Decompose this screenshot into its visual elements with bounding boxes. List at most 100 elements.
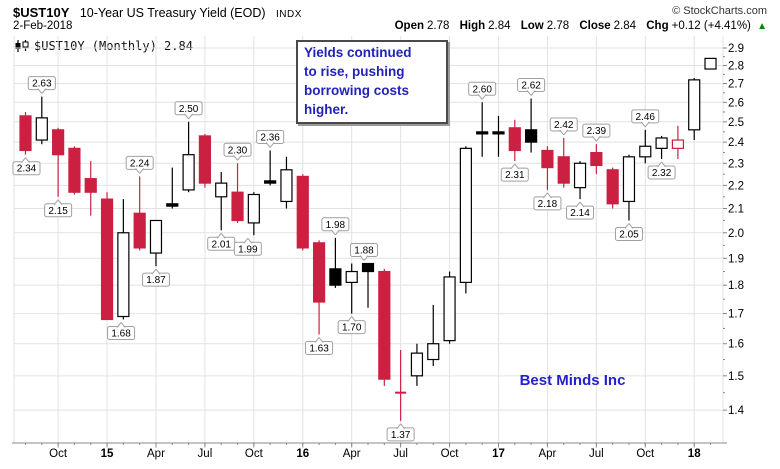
- price-label-pointer-edge: [243, 237, 249, 244]
- price-label-pointer-edge: [481, 93, 487, 100]
- price-label-pointer-edge: [644, 121, 650, 128]
- price-label-pointer: [347, 316, 356, 322]
- chg-value: +0.12 (+4.41%): [671, 20, 751, 32]
- price-label-pointer: [510, 164, 519, 170]
- x-axis-label: 15: [101, 448, 114, 460]
- price-label-pointer-edge: [575, 201, 581, 208]
- y-axis-label: 1.9: [728, 253, 744, 265]
- price-label-text: 1.37: [391, 430, 411, 441]
- price-label-text: 2.60: [472, 84, 492, 95]
- candle-body: [247, 193, 260, 224]
- price-label-pointer-edge: [657, 161, 662, 168]
- watermark: Best Minds Inc: [519, 372, 626, 389]
- candle-body: [557, 156, 570, 184]
- price-label-pointer-edge: [359, 255, 365, 261]
- candle-body: [427, 343, 440, 361]
- price-label-text: 2.39: [587, 126, 607, 137]
- price-label-text: 2.24: [130, 158, 150, 169]
- price-label-pointer-edge: [591, 135, 597, 142]
- annotation-line: to rise, pushing: [304, 64, 405, 79]
- x-axis-label: Jul: [589, 448, 604, 460]
- price-label-pointer-edge: [595, 135, 601, 142]
- price-label-pointer-edge: [351, 316, 357, 322]
- candle-body: [704, 57, 717, 70]
- price-label-pointer-edge: [543, 192, 548, 199]
- price-label-pointer: [135, 168, 144, 174]
- price-label-pointer-edge: [661, 161, 666, 168]
- price-label-text: 2.32: [652, 168, 672, 179]
- symbol: $UST10Y: [13, 5, 70, 20]
- price-label-pointer-edge: [220, 232, 226, 239]
- x-axis-label: 18: [688, 448, 701, 460]
- candle-body: [688, 79, 701, 131]
- price-label-pointer: [360, 255, 369, 261]
- candle-body: [378, 270, 391, 380]
- x-axis-label: Apr: [343, 448, 361, 460]
- copyright: © StockCharts.com: [672, 5, 767, 17]
- close-value: 2.84: [613, 20, 637, 32]
- price-label-text: 2.05: [619, 229, 639, 240]
- candle-body: [329, 268, 342, 286]
- candle-body: [443, 276, 456, 342]
- price-label-text: 2.36: [260, 132, 280, 143]
- price-label-text: 2.62: [521, 80, 541, 91]
- candle-body: [19, 115, 32, 152]
- x-axis-label: Oct: [441, 448, 460, 460]
- price-label-pointer-edge: [559, 129, 565, 136]
- price-label-pointer: [117, 322, 126, 328]
- high-label: High: [459, 20, 486, 32]
- candle-body: [671, 139, 685, 149]
- price-label-pointer-edge: [334, 229, 340, 236]
- candle-body: [133, 212, 146, 249]
- candle-body: [166, 203, 179, 207]
- price-label-pointer-edge: [314, 337, 320, 343]
- price-label-pointer-edge: [41, 88, 47, 94]
- price-label-text: 2.01: [211, 239, 231, 250]
- price-label-pointer: [641, 121, 650, 127]
- price-label-pointer: [592, 136, 601, 142]
- price-label-pointer-edge: [247, 237, 253, 244]
- price-label-pointer: [657, 161, 666, 167]
- price-label-pointer-edge: [547, 192, 552, 199]
- price-label-pointer-edge: [640, 121, 646, 128]
- price-label-pointer-edge: [21, 157, 26, 164]
- price-label-pointer: [54, 199, 63, 205]
- price-label-pointer-edge: [151, 268, 157, 275]
- price-label-text: 2.34: [17, 164, 37, 175]
- price-label-pointer: [331, 229, 340, 235]
- price-label-pointer-edge: [624, 223, 630, 229]
- y-axis-label: 2.4: [728, 137, 745, 149]
- price-label-text: 2.18: [538, 199, 558, 210]
- price-label-pointer-edge: [116, 322, 122, 328]
- price-label-pointer-edge: [188, 113, 193, 120]
- candle-body: [280, 169, 293, 203]
- y-axis-label: 2.9: [728, 43, 744, 55]
- y-axis-label: 2.3: [728, 158, 744, 170]
- price-label-pointer-edge: [237, 154, 242, 161]
- x-axis-label: Apr: [147, 448, 165, 460]
- x-axis-label: Jul: [393, 448, 408, 460]
- candle-body: [590, 151, 603, 167]
- price-label-text: 1.70: [342, 323, 362, 334]
- candle-body: [84, 178, 97, 193]
- price-label-pointer-edge: [155, 268, 161, 275]
- y-axis-label: 2.0: [728, 228, 744, 240]
- price-label-pointer-edge: [526, 90, 532, 96]
- price-label-pointer-edge: [57, 199, 63, 206]
- price-label-pointer-edge: [530, 90, 536, 96]
- high-value: 2.84: [488, 20, 511, 32]
- candle-body: [68, 147, 81, 193]
- y-axis-label: 1.6: [728, 339, 744, 351]
- price-label-pointer: [21, 157, 30, 163]
- candle-body: [410, 352, 424, 377]
- price-label-pointer: [396, 423, 405, 429]
- price-label-pointer-edge: [477, 93, 483, 100]
- legend-text: $UST10Y (Monthly) 2.84: [34, 39, 193, 53]
- candle-body: [149, 219, 163, 254]
- chart-header: $UST10Y 10-Year US Treasury Yield (EOD) …: [13, 4, 767, 20]
- price-label-text: 2.42: [554, 120, 574, 131]
- candle-body: [345, 270, 358, 284]
- price-label-text: 1.63: [309, 343, 329, 354]
- price-label-pointer: [184, 113, 193, 119]
